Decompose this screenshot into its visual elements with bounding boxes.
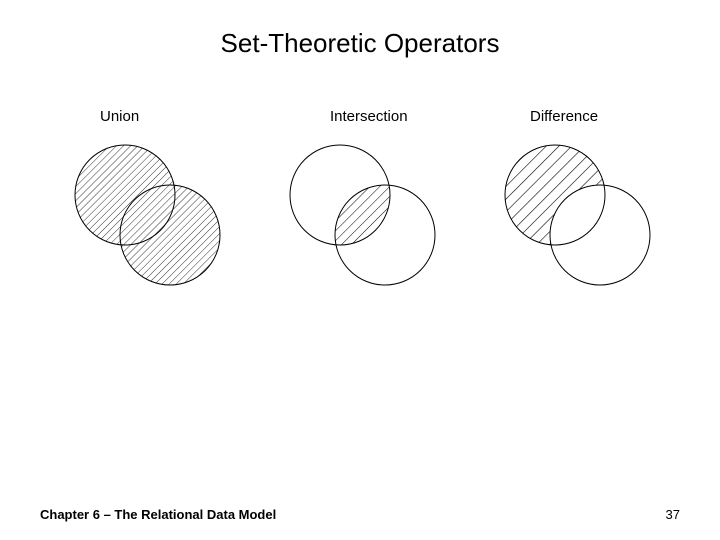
venn-svg [40,130,680,330]
intersection-label: Intersection [330,108,408,125]
union-venn [40,130,260,330]
union-label: Union [100,108,139,125]
intersection-venn [290,145,435,285]
difference-venn [470,130,680,330]
venn-diagrams [40,130,680,330]
footer-chapter: Chapter 6 – The Relational Data Model [40,507,276,522]
slide-title: Set-Theoretic Operators [0,28,720,59]
footer-page-number: 37 [666,507,680,522]
difference-label: Difference [530,108,598,125]
